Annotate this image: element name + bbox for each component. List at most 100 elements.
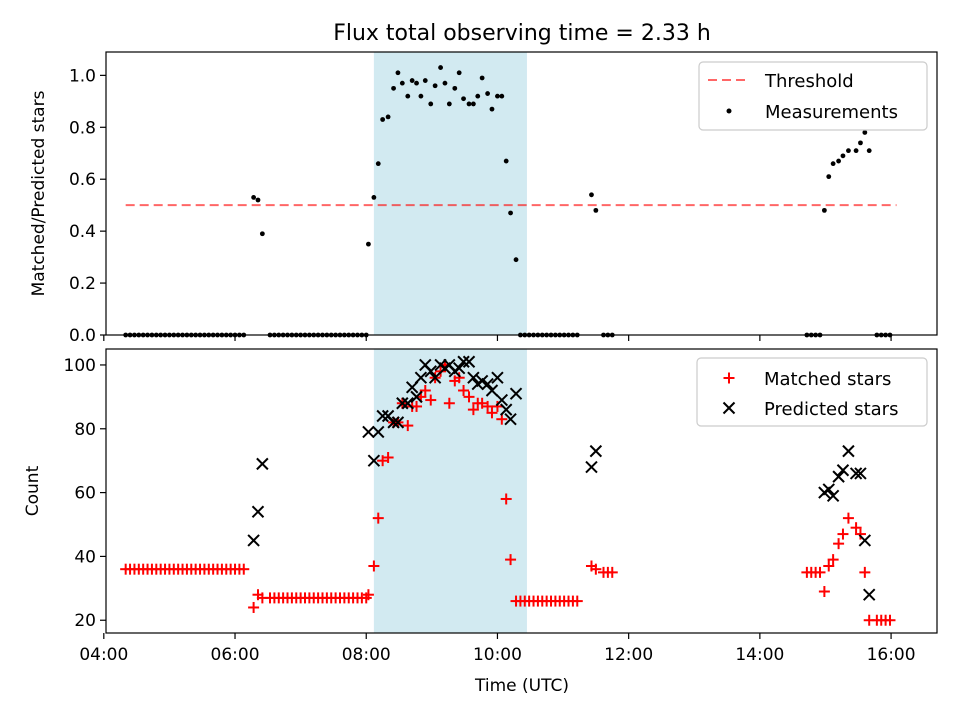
predicted-star-point xyxy=(499,403,513,416)
matched-star-point xyxy=(419,384,431,396)
y-tick-label: 0.2 xyxy=(69,274,96,294)
measurement-point xyxy=(513,257,519,263)
measurement-point xyxy=(452,85,458,91)
matched-star-point xyxy=(402,420,414,432)
matched-star-point xyxy=(590,563,602,575)
measurement-point xyxy=(409,78,415,83)
legend-measurements-label: Measurements xyxy=(765,102,898,123)
marker-stroke xyxy=(504,412,517,426)
legend-threshold-label: Threshold xyxy=(764,71,854,92)
predicted-star-point xyxy=(362,425,375,439)
marker-stroke xyxy=(410,390,423,404)
marker-stroke xyxy=(863,588,876,601)
marker-stroke xyxy=(428,371,442,384)
observing-window-band xyxy=(373,52,527,335)
predicted-star-point xyxy=(836,464,850,477)
marker-stroke xyxy=(509,387,523,400)
marker-stroke xyxy=(832,470,845,483)
predicted-star-point xyxy=(372,425,385,439)
predicted-star-point xyxy=(491,371,504,384)
ratio-y-ticks: 0.0 0.2 0.4 0.6 0.8 1.0 xyxy=(69,66,106,346)
predicted-star-point xyxy=(396,397,409,410)
marker-stroke xyxy=(362,425,375,439)
matched-stars-series xyxy=(120,359,896,626)
marker-stroke xyxy=(457,355,470,368)
measurement-point xyxy=(428,101,434,107)
legend-x-marker xyxy=(722,401,736,415)
predicted-star-point xyxy=(414,371,428,384)
legend-measurements-swatch xyxy=(726,108,732,114)
measurement-point xyxy=(475,93,481,99)
measurement-point xyxy=(862,130,868,135)
measurement-point xyxy=(399,80,405,86)
measurement-point xyxy=(438,65,443,70)
ratio-x-ticks xyxy=(103,335,892,341)
predicted-star-point xyxy=(585,460,598,474)
marker-stroke xyxy=(443,358,456,372)
count-x-ticks: 04:00 06:00 08:00 10:00 12:00 14:00 16:00 xyxy=(79,633,916,665)
measurement-point xyxy=(414,80,419,86)
x-tick-label: 14:00 xyxy=(735,645,784,665)
count-y-axis-label: Count xyxy=(23,465,43,516)
measurement-point xyxy=(366,241,371,247)
x-tick-label: 06:00 xyxy=(211,645,260,665)
legend-predicted-swatch xyxy=(722,401,736,415)
count-axes-frame xyxy=(105,348,938,634)
marker-stroke xyxy=(247,534,260,547)
measurement-point xyxy=(853,148,859,154)
measurement-point xyxy=(395,70,401,76)
measurements-series xyxy=(123,65,893,338)
marker-stroke xyxy=(589,444,603,458)
marker-stroke xyxy=(381,409,395,423)
ratio-legend: Threshold Measurements xyxy=(698,61,928,131)
predicted-stars-series xyxy=(247,355,876,601)
y-tick-label: 20 xyxy=(74,611,96,631)
matched-star-point xyxy=(500,493,512,505)
marker-stroke xyxy=(858,534,872,547)
measurement-point xyxy=(391,85,396,91)
predicted-star-point xyxy=(589,444,603,458)
matched-star-point xyxy=(496,413,508,425)
marker-stroke xyxy=(452,361,466,375)
measurement-point xyxy=(461,96,466,102)
measurement-point xyxy=(405,93,411,99)
marker-stroke xyxy=(376,409,389,423)
measurement-point xyxy=(259,231,265,237)
matched-star-point xyxy=(814,566,826,578)
count-legend: Matched stars Predicted stars xyxy=(696,357,928,427)
matched-star-point xyxy=(818,586,830,598)
marker-stroke xyxy=(414,371,428,384)
legend-matched-swatch xyxy=(723,372,735,384)
marker-stroke xyxy=(481,377,494,391)
marker-stroke xyxy=(485,384,499,397)
matched-star-point xyxy=(842,512,854,524)
marker-stroke xyxy=(722,401,736,415)
x-axis-label: Time (UTC) xyxy=(474,676,569,696)
y-tick-label: 80 xyxy=(74,420,96,440)
marker-stroke xyxy=(396,397,409,410)
measurement-point xyxy=(371,194,377,200)
matched-star-point xyxy=(368,560,380,572)
predicted-star-point xyxy=(410,390,423,404)
ratio-axes-frame xyxy=(105,51,938,336)
y-tick-label: 100 xyxy=(64,356,96,376)
matched-star-point xyxy=(827,554,839,566)
marker-stroke xyxy=(842,444,855,458)
matched-star-point xyxy=(854,528,866,540)
y-tick-label: 0.0 xyxy=(69,326,96,346)
predicted-star-point xyxy=(452,361,466,375)
marker-stroke xyxy=(495,393,509,407)
matched-star-point xyxy=(850,522,862,534)
ratio-panel: 0.0 0.2 0.4 0.6 0.8 1.0 Matched/Predicted sta… xyxy=(29,51,938,346)
predicted-star-point xyxy=(842,444,855,458)
legend-matched-label: Matched stars xyxy=(764,369,891,390)
measurement-point xyxy=(593,207,599,213)
measurement-point xyxy=(456,70,462,76)
matched-star-point xyxy=(248,601,260,613)
matched-star-point xyxy=(238,563,250,575)
predicted-star-point xyxy=(391,416,405,429)
marker-stroke xyxy=(372,425,385,439)
matched-star-point xyxy=(505,554,517,566)
marker-stroke xyxy=(585,460,598,474)
measurement-point xyxy=(826,174,832,180)
